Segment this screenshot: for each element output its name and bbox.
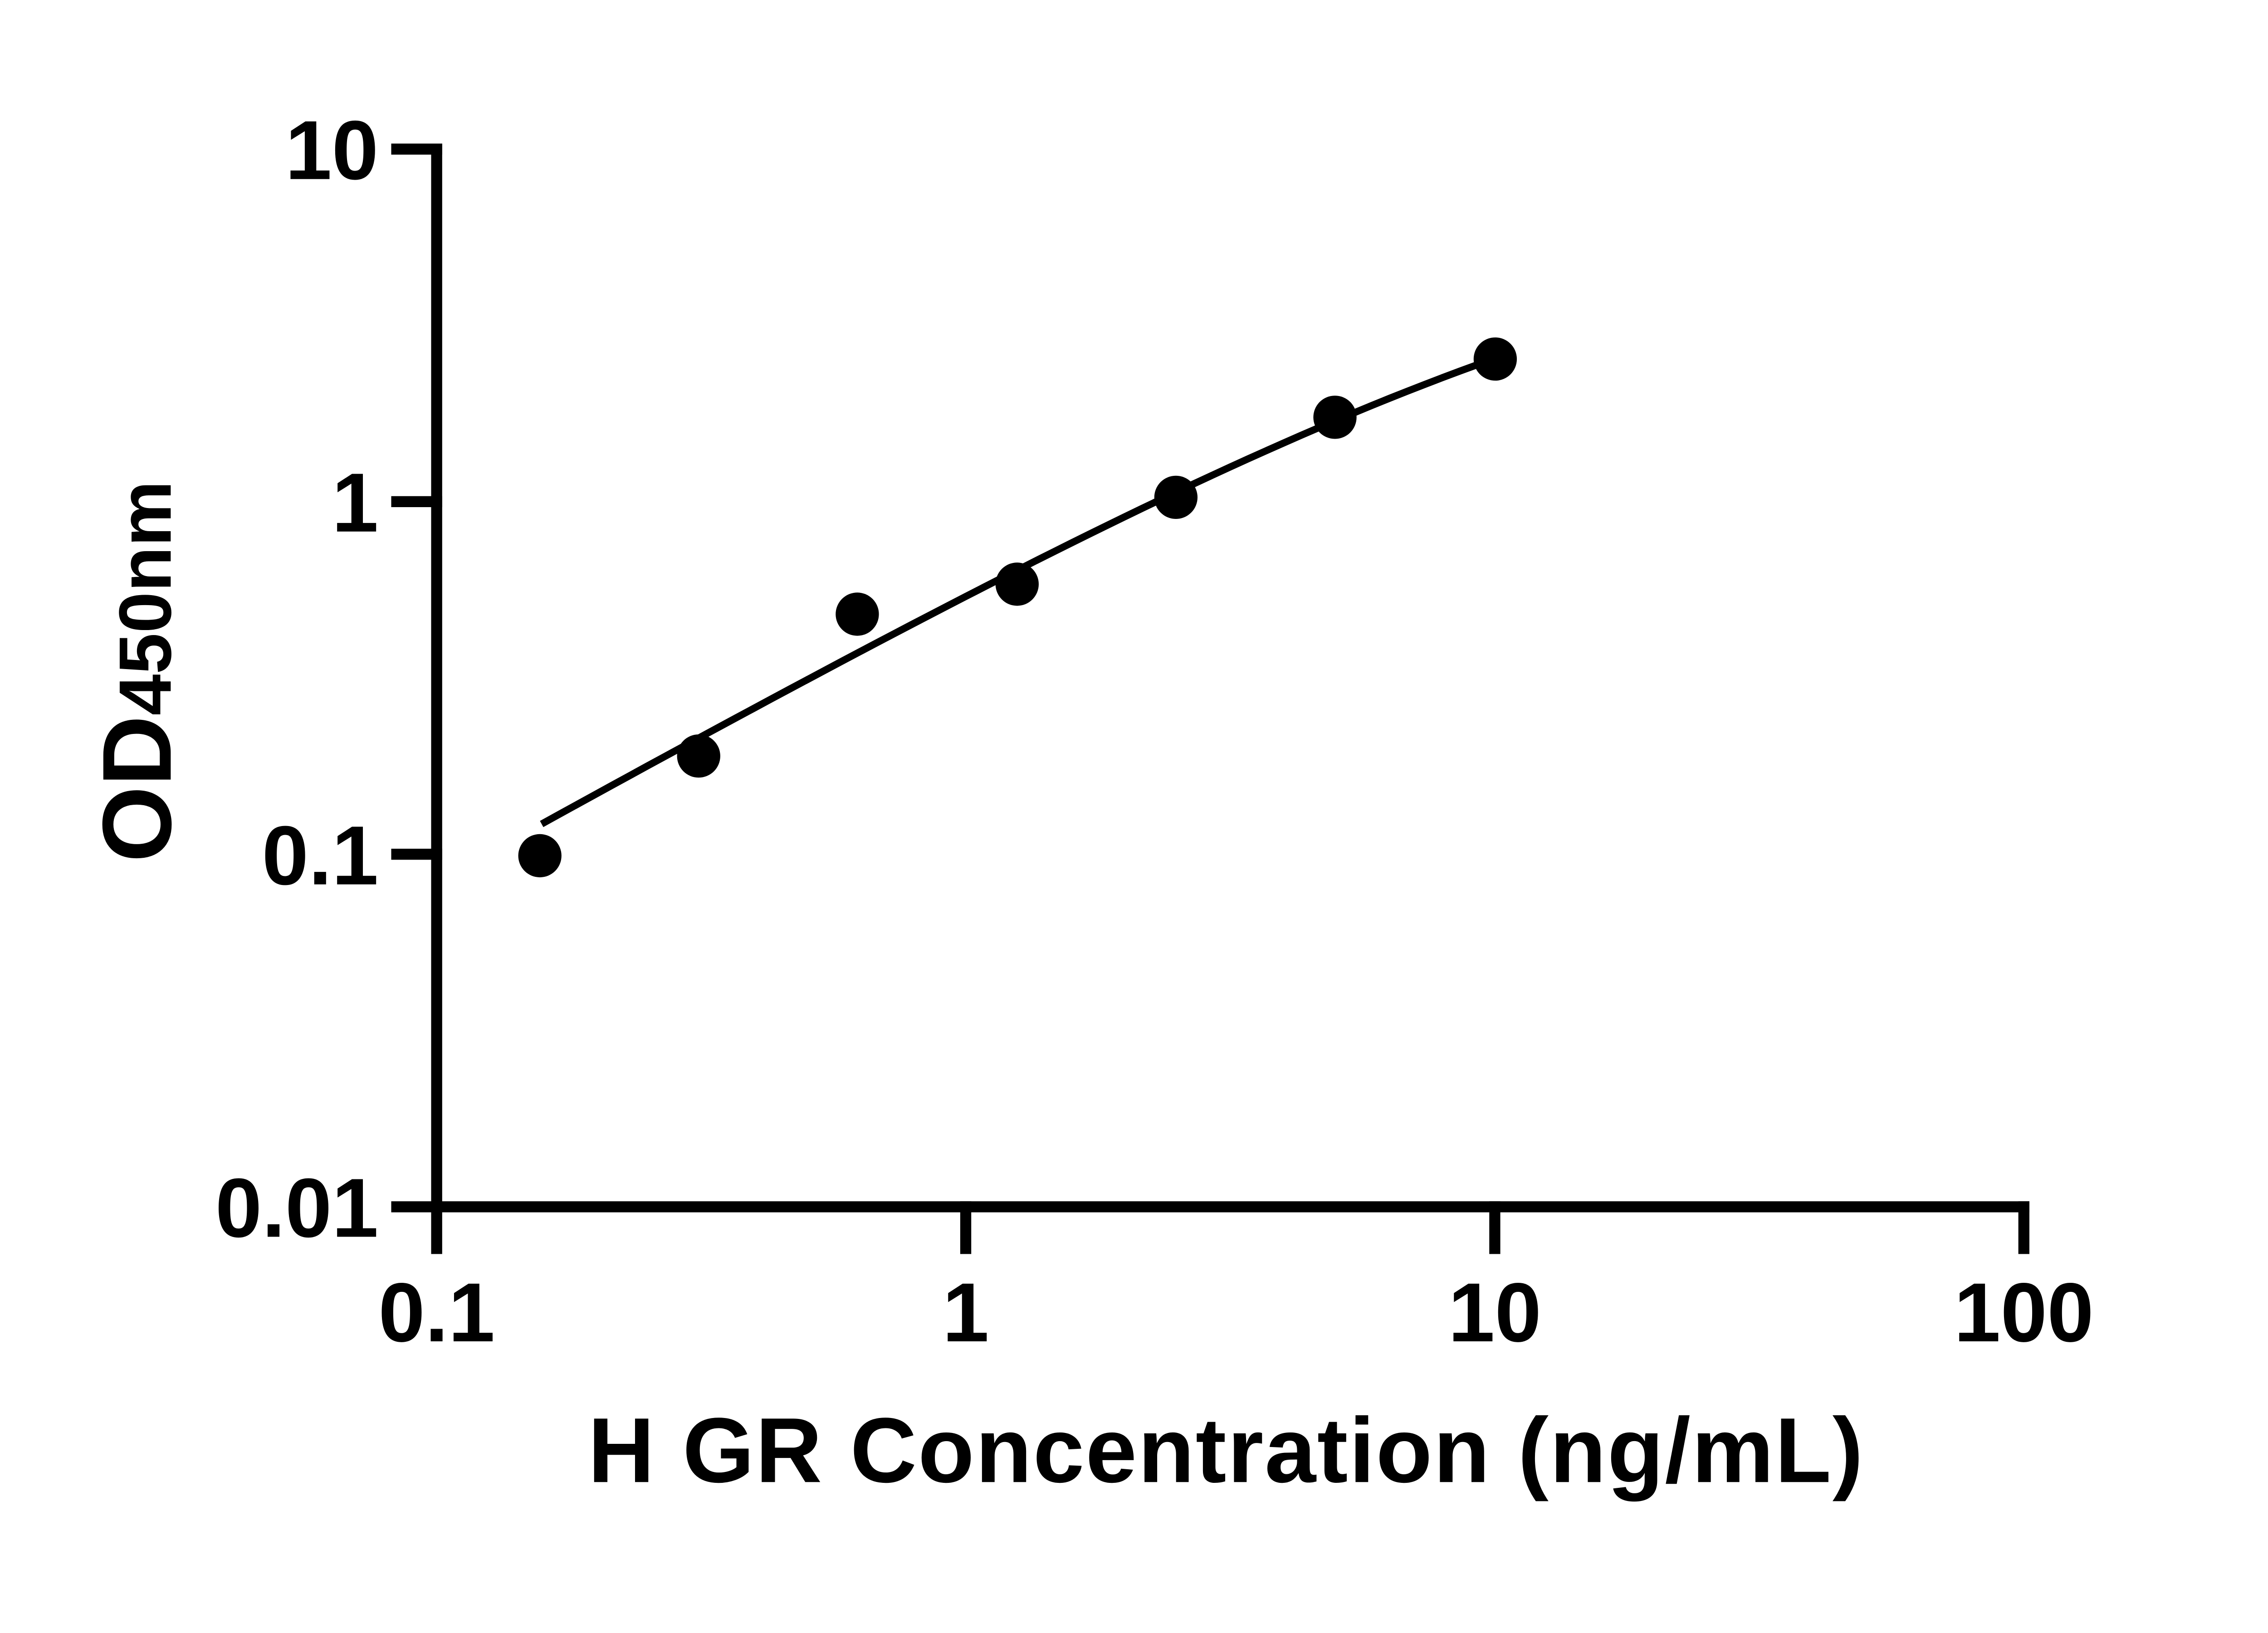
svg-text:10: 10 (1448, 1266, 1542, 1359)
svg-text:10: 10 (285, 104, 379, 197)
svg-text:1: 1 (943, 1266, 989, 1359)
svg-text:0.1: 0.1 (378, 1266, 495, 1359)
svg-text:1: 1 (332, 456, 379, 550)
svg-text:0.1: 0.1 (262, 809, 378, 903)
svg-text:100: 100 (1954, 1266, 2094, 1359)
svg-text:H GR Concentration (ng/mL): H GR Concentration (ng/mL) (588, 1399, 1864, 1502)
svg-text:0.01: 0.01 (215, 1162, 379, 1255)
